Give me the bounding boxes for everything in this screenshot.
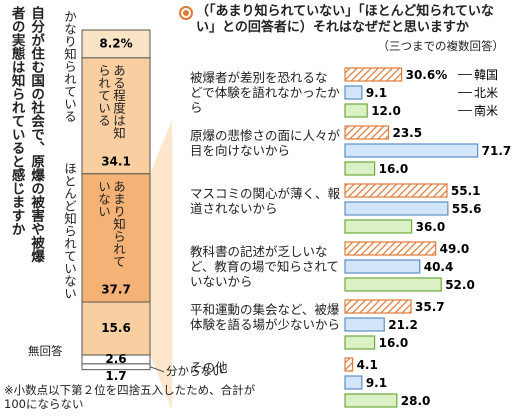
bar xyxy=(344,393,398,408)
bar xyxy=(344,125,390,140)
bar xyxy=(344,335,376,350)
value-label: 71.7 xyxy=(482,144,512,158)
bar xyxy=(344,317,385,332)
bar xyxy=(344,241,437,256)
segment-label: あまり知られていない xyxy=(96,179,126,268)
bar xyxy=(344,259,421,274)
value-label: 36.0 xyxy=(416,220,446,234)
segment-label: かなり知られている xyxy=(62,10,77,123)
bar xyxy=(344,143,479,158)
value-label: 55.6 xyxy=(452,202,482,216)
category-label: 平和運動の集会など、被爆体験を語る場が少ないから xyxy=(190,302,341,332)
category-label: 被爆者が差別を恐れるなどで体験を語れなかったから xyxy=(190,70,340,115)
value-label: 2.6 xyxy=(105,352,126,366)
highlight-wedge xyxy=(150,120,172,410)
segment-label: 無回答 xyxy=(28,344,63,359)
value-label: 55.1 xyxy=(451,184,481,198)
value-label: 23.5 xyxy=(392,126,422,140)
value-label: 16.0 xyxy=(379,162,409,176)
value-label: 35.7 xyxy=(415,300,445,314)
value-label: 28.0 xyxy=(401,394,431,408)
value-label: 4.1 xyxy=(357,358,378,372)
value-label: 12.0 xyxy=(371,104,401,118)
legend-label: 南米 xyxy=(474,103,498,118)
subtitle: （三つまでの複数回答） xyxy=(377,39,505,53)
bar xyxy=(344,85,363,100)
category-label: 原爆の悲惨さの面に人々が目を向けないから xyxy=(190,128,341,158)
value-label: 9.1 xyxy=(366,376,387,390)
bar xyxy=(344,299,412,314)
legend-label: 北米 xyxy=(474,86,498,100)
value-label: 9.1 xyxy=(366,86,387,100)
value-label: 8.2% xyxy=(99,36,132,50)
value-label: 15.6 xyxy=(101,321,131,335)
leader-line xyxy=(149,366,165,373)
value-label: 30.6% xyxy=(406,68,448,82)
bullet xyxy=(183,10,189,16)
value-label: 37.7 xyxy=(101,283,131,297)
value-label: 16.0 xyxy=(379,336,409,350)
value-label: 34.1 xyxy=(101,154,131,168)
value-label: 1.7 xyxy=(105,369,126,383)
category-label: マスコミの関心が薄く、報道されないから xyxy=(190,186,341,216)
bar xyxy=(344,219,413,234)
right-title: （「あまり知られていない」「ほとんど知られていない」との回答者に）それはなぜだと… xyxy=(196,4,494,35)
segment-label: 分からない xyxy=(166,363,224,378)
stack-segment xyxy=(81,301,151,356)
legend-label: 韓国 xyxy=(474,68,498,82)
bar xyxy=(344,103,368,118)
category-label: その他 xyxy=(190,360,228,375)
stack-segment xyxy=(81,29,151,59)
bar xyxy=(344,183,448,198)
value-label: 21.2 xyxy=(388,318,418,332)
bar xyxy=(344,357,354,372)
bar xyxy=(344,201,449,216)
segment-label: ある程度は知られている xyxy=(96,63,126,139)
category-label: 教科書の記述が乏しいなど、教育の場で知らされていないから xyxy=(190,244,340,289)
value-label: 52.0 xyxy=(445,278,475,292)
bar xyxy=(344,277,442,292)
bar xyxy=(344,161,376,176)
stack-segment xyxy=(81,173,151,303)
left-title: 自分が住む国の社会で、原爆の被害や被爆者の実態は知られていると感じますか xyxy=(8,6,45,263)
note: ※小数点以下第２位を四捨五入したため、合計が100にならない xyxy=(4,383,256,411)
value-label: 49.0 xyxy=(440,242,470,256)
bar xyxy=(344,67,403,82)
stack-segment xyxy=(81,57,151,175)
value-label: 40.4 xyxy=(424,260,454,274)
segment-label: ほとんど知られていない xyxy=(62,162,77,300)
bullet xyxy=(179,6,193,20)
bar xyxy=(344,375,363,390)
